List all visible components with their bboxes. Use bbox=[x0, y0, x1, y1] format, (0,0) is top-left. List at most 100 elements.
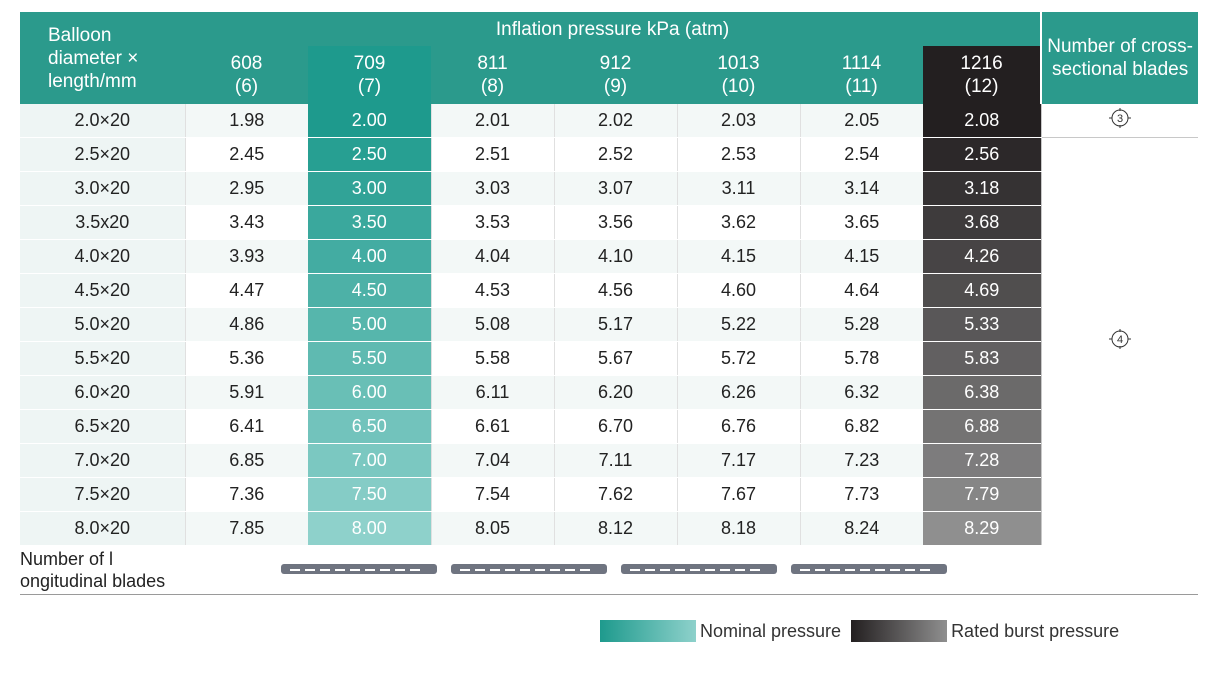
diameter-value-cell: 5.67 bbox=[553, 341, 677, 376]
diameter-value-cell: 3.11 bbox=[676, 171, 800, 206]
pressure-kpa: 912 bbox=[599, 53, 632, 74]
blade-strip-icon bbox=[451, 563, 607, 574]
pressure-atm: (6) bbox=[234, 76, 259, 97]
diameter-value-cell: 4.64 bbox=[799, 273, 923, 308]
balloon-size-cell: 3.5x20 bbox=[20, 205, 185, 240]
balloon-size-cell: 7.0×20 bbox=[20, 443, 185, 478]
diameter-value-cell: 3.65 bbox=[799, 205, 923, 240]
nominal-value-cell: 2.00 bbox=[308, 104, 431, 138]
diameter-value-cell: 6.76 bbox=[676, 409, 800, 444]
burst-value-cell: 7.28 bbox=[923, 443, 1042, 478]
pressure-col-header: 608 (6) bbox=[185, 46, 308, 104]
diameter-value-cell: 3.56 bbox=[553, 205, 677, 240]
diameter-value-cell: 2.45 bbox=[184, 137, 308, 172]
diameter-value-cell: 3.43 bbox=[184, 205, 308, 240]
pressure-col-header: 1013 (10) bbox=[677, 46, 800, 104]
pressure-col-header: 1114 (11) bbox=[800, 46, 923, 104]
diameter-value-cell: 8.05 bbox=[430, 511, 554, 546]
diameter-value-cell: 4.53 bbox=[430, 273, 554, 308]
table-row: 6.5×20 6.41 6.50 6.61 6.70 6.76 6.82 6.88 bbox=[20, 409, 1198, 444]
balloon-size-cell: 2.0×20 bbox=[20, 104, 185, 138]
diameter-value-cell: 7.11 bbox=[553, 443, 677, 478]
nominal-value-cell: 6.00 bbox=[308, 375, 431, 410]
legend: Nominal pressure Rated burst pressure bbox=[600, 620, 1129, 642]
blades-4-cell: 4 bbox=[1040, 137, 1199, 546]
pressure-kpa: 1216 bbox=[960, 53, 1003, 74]
diameter-value-cell: 4.15 bbox=[799, 239, 923, 274]
pressure-atm: (11) bbox=[845, 76, 878, 97]
burst-value-cell: 3.68 bbox=[923, 205, 1042, 240]
pressure-atm: (10) bbox=[721, 76, 756, 97]
diameter-value-cell: 3.14 bbox=[799, 171, 923, 206]
blades-header: Number of cross-sectional blades bbox=[1040, 12, 1199, 104]
legend-burst-label: Rated burst pressure bbox=[951, 620, 1120, 641]
diameter-value-cell: 4.47 bbox=[184, 273, 308, 308]
balloon-size-cell: 6.0×20 bbox=[20, 375, 185, 410]
diameter-value-cell: 3.93 bbox=[184, 239, 308, 274]
balloon-size-cell: 4.0×20 bbox=[20, 239, 185, 274]
table-row: 2.0×20 1.98 2.00 2.01 2.02 2.03 2.05 2.08 3 bbox=[20, 104, 1199, 138]
pressure-kpa: 1013 bbox=[717, 53, 760, 74]
diameter-value-cell: 7.17 bbox=[676, 443, 800, 478]
nominal-value-cell: 4.50 bbox=[308, 273, 431, 308]
diameter-value-cell: 7.62 bbox=[553, 477, 677, 512]
longitudinal-blades-strips bbox=[185, 545, 1199, 595]
pressure-atm: (9) bbox=[603, 76, 628, 97]
diameter-value-cell: 5.78 bbox=[799, 341, 923, 376]
pressure-kpa: 608 bbox=[230, 53, 263, 74]
nominal-value-cell: 5.00 bbox=[308, 307, 431, 342]
burst-value-cell: 8.29 bbox=[923, 511, 1042, 546]
pressure-kpa: 709 bbox=[353, 53, 386, 74]
balloon-size-cell: 8.0×20 bbox=[20, 511, 185, 546]
burst-value-cell: 7.79 bbox=[923, 477, 1042, 512]
diameter-value-cell: 2.02 bbox=[553, 104, 677, 138]
table-row: 7.0×20 6.85 7.00 7.04 7.11 7.17 7.23 7.28 bbox=[20, 443, 1198, 478]
diameter-value-cell: 3.07 bbox=[553, 171, 677, 206]
diameter-value-cell: 6.11 bbox=[430, 375, 554, 410]
diameter-value-cell: 5.08 bbox=[430, 307, 554, 342]
diameter-value-cell: 2.05 bbox=[799, 104, 923, 138]
pressure-title: Inflation pressure kPa (atm) bbox=[185, 12, 1042, 46]
table-row: 6.0×20 5.91 6.00 6.11 6.20 6.26 6.32 6.38 bbox=[20, 375, 1198, 410]
table-row: 3.0×20 2.95 3.00 3.03 3.07 3.11 3.14 3.18 bbox=[20, 171, 1198, 206]
diameter-value-cell: 5.17 bbox=[553, 307, 677, 342]
circle-crosshair-icon: 3 bbox=[1108, 108, 1131, 128]
nominal-value-cell: 4.00 bbox=[308, 239, 431, 274]
burst-value-cell: 5.33 bbox=[923, 307, 1042, 342]
balloon-size-cell: 5.5×20 bbox=[20, 341, 185, 376]
burst-value-cell: 6.88 bbox=[923, 409, 1042, 444]
diameter-value-cell: 7.85 bbox=[184, 511, 308, 546]
nominal-value-cell: 3.00 bbox=[308, 171, 431, 206]
table-row: 4.0×20 3.93 4.00 4.04 4.10 4.15 4.15 4.26 bbox=[20, 239, 1198, 274]
diameter-value-cell: 8.24 bbox=[799, 511, 923, 546]
row-header-label: Balloon diameter × length/mm bbox=[20, 12, 185, 104]
diameter-value-cell: 4.56 bbox=[553, 273, 677, 308]
pressure-col-header: 709 (7) bbox=[308, 46, 431, 104]
nominal-value-cell: 8.00 bbox=[308, 511, 431, 546]
diameter-value-cell: 8.18 bbox=[676, 511, 800, 546]
diameter-value-cell: 3.03 bbox=[430, 171, 554, 206]
diameter-value-cell: 7.67 bbox=[676, 477, 800, 512]
diameter-value-cell: 6.32 bbox=[799, 375, 923, 410]
compliance-table: Balloon diameter × length/mm Inflation p… bbox=[20, 12, 1199, 595]
pressure-kpa: 811 bbox=[477, 53, 508, 74]
diameter-value-cell: 2.95 bbox=[184, 171, 308, 206]
balloon-size-cell: 3.0×20 bbox=[20, 171, 185, 206]
blade-count-text: 4 bbox=[1117, 334, 1123, 346]
diameter-value-cell: 7.54 bbox=[430, 477, 554, 512]
diameter-value-cell: 7.23 bbox=[799, 443, 923, 478]
longitudinal-blades-label: Number of l ongitudinal blades bbox=[20, 545, 185, 595]
diameter-value-cell: 1.98 bbox=[184, 104, 308, 138]
nominal-swatch bbox=[600, 620, 696, 642]
table-row: 7.5×20 7.36 7.50 7.54 7.62 7.67 7.73 7.79 bbox=[20, 477, 1198, 512]
diameter-value-cell: 2.54 bbox=[799, 137, 923, 172]
table-row: 5.5×20 5.36 5.50 5.58 5.67 5.72 5.78 5.83 bbox=[20, 341, 1198, 376]
diameter-value-cell: 5.36 bbox=[184, 341, 308, 376]
table-row: 2.5×20 2.45 2.50 2.51 2.52 2.53 2.54 2.56 4 bbox=[20, 137, 1199, 546]
pressure-kpa: 1114 bbox=[841, 53, 882, 74]
pressure-atm: (8) bbox=[480, 76, 505, 97]
balloon-size-cell: 7.5×20 bbox=[20, 477, 185, 512]
balloon-size-cell: 2.5×20 bbox=[20, 137, 185, 172]
burst-value-cell: 6.38 bbox=[923, 375, 1042, 410]
diameter-value-cell: 2.01 bbox=[430, 104, 554, 138]
